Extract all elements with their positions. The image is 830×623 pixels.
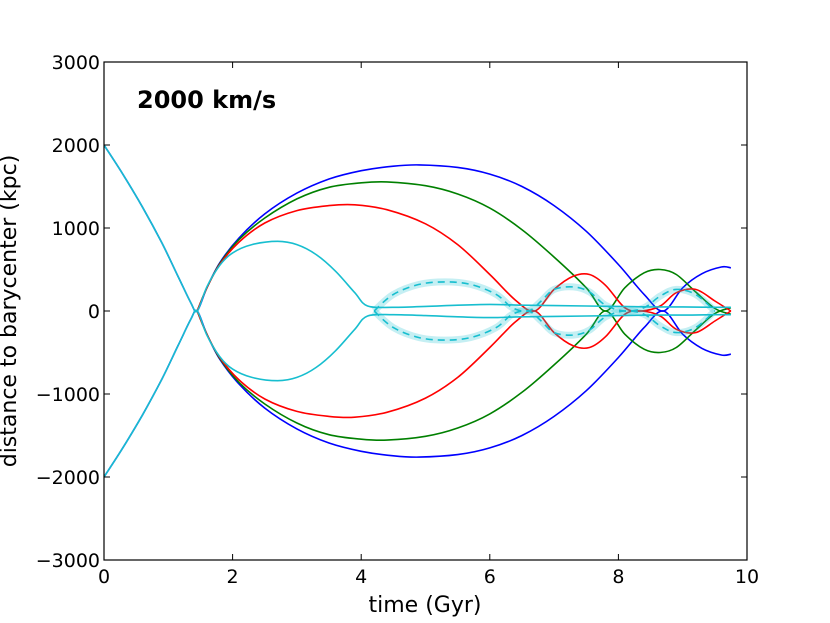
y-tick-label: 0 [88, 301, 100, 323]
y-tick-label: −3000 [36, 550, 100, 572]
x-axis-label: time (Gyr) [369, 593, 482, 618]
y-tick-label: 3000 [52, 52, 100, 74]
series-line-cyan-dashed [373, 281, 716, 313]
series-layer [104, 144, 732, 478]
y-tick-label: 2000 [52, 135, 100, 157]
series-line-red [196, 203, 732, 313]
series-line-red-mirror [196, 309, 732, 419]
y-tick-label: 1000 [52, 218, 100, 240]
y-axis-label: distance to barycenter (kpc) [0, 155, 22, 468]
y-tick-label: −1000 [36, 384, 100, 406]
series-line-green-mirror [196, 306, 732, 442]
x-tick-label: 6 [484, 566, 496, 588]
series-line-green [196, 180, 732, 316]
series-line-cyan-mirror [104, 309, 731, 478]
x-tick-label: 2 [227, 566, 239, 588]
x-tick-label: 8 [612, 566, 624, 588]
plot-area [104, 62, 747, 560]
x-tick-label: 10 [735, 566, 759, 588]
tick-layer: 0 2 4 6 8 10 3000 2000 1000 0 −1000 −2000 −3000 [36, 52, 759, 588]
series-line-cyan-dashed-mirror [373, 309, 716, 341]
x-tick-label: 0 [98, 566, 110, 588]
x-tick-label: 4 [355, 566, 367, 588]
y-tick-label: −2000 [36, 467, 100, 489]
chart-annotation: 2000 km/s [137, 86, 276, 114]
series-line-cyan [104, 144, 731, 313]
